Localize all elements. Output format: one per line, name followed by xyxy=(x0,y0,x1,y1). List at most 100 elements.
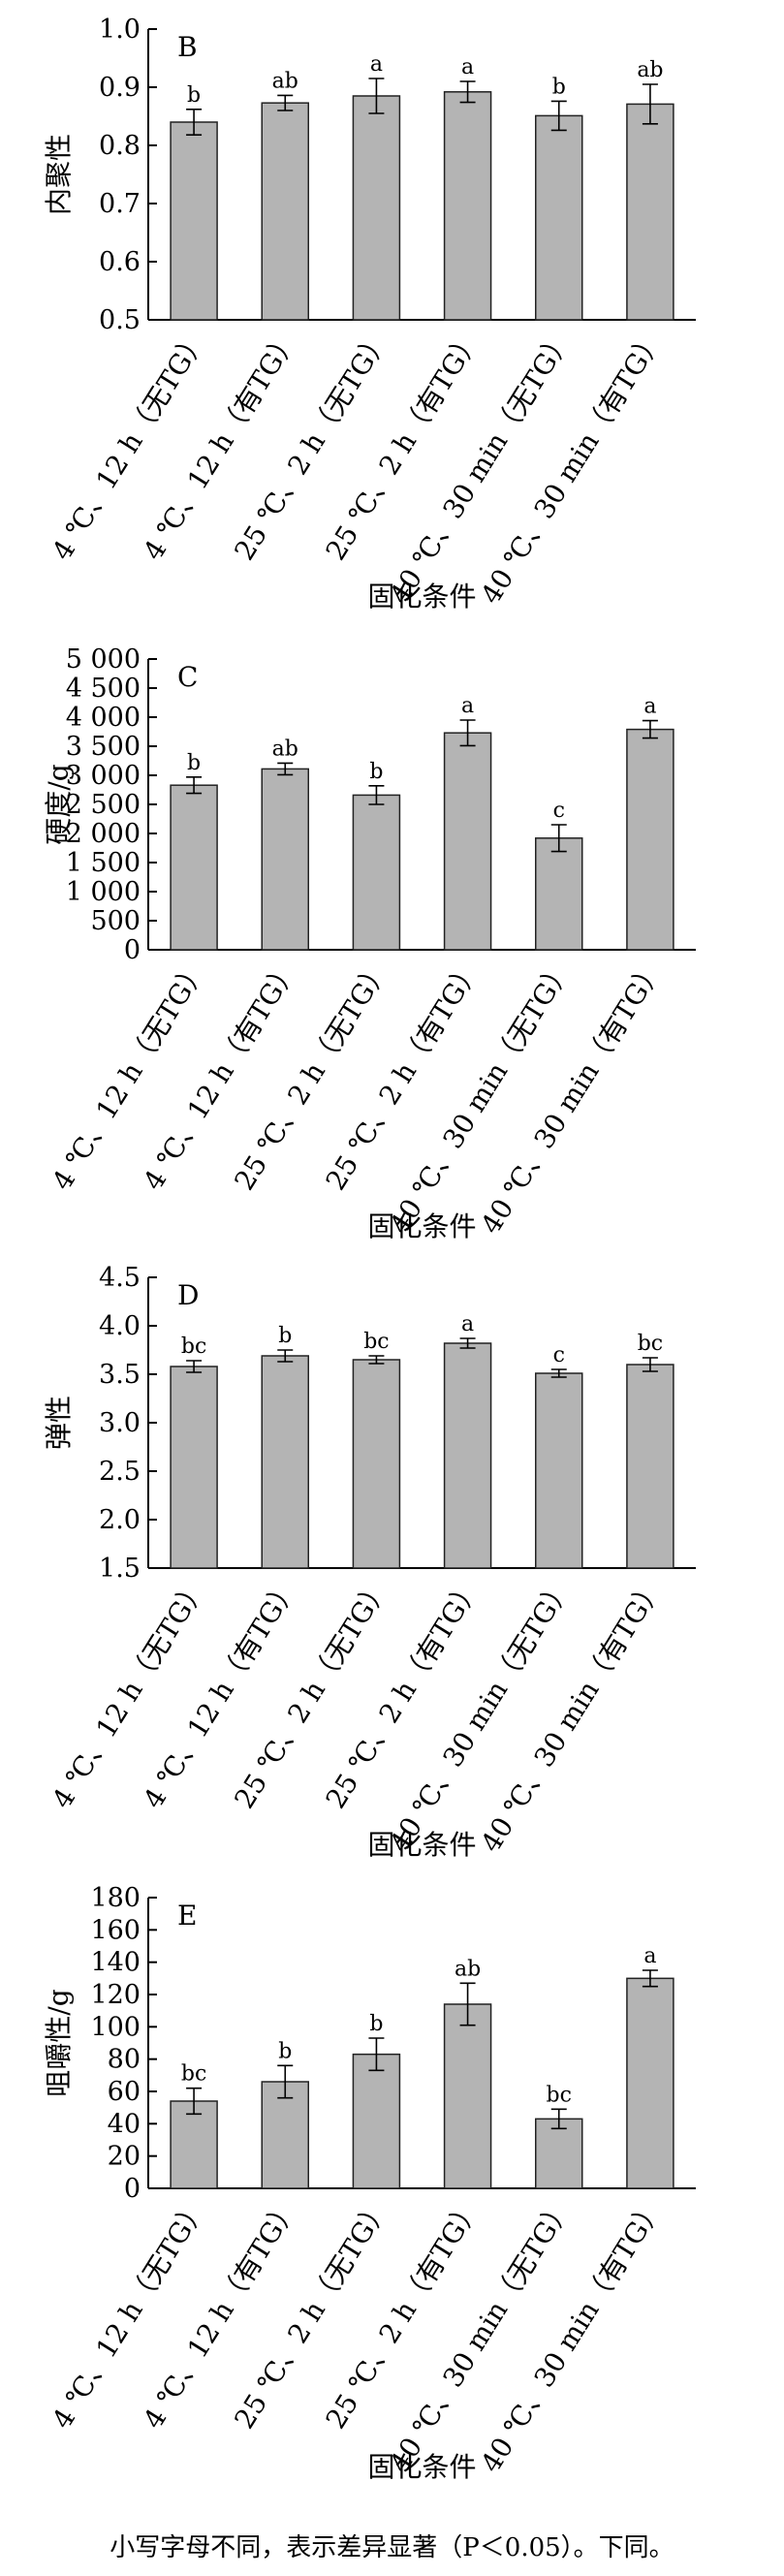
significance-letter: ab xyxy=(272,737,298,761)
panel-letter: E xyxy=(177,1900,197,1932)
category-label: 25 ℃、2 h（无TG） xyxy=(228,1572,395,1814)
bar xyxy=(170,1366,218,1569)
y-tick-label: 2 000 xyxy=(66,819,141,849)
significance-letter: ab xyxy=(637,58,663,82)
y-axis-label: 内聚性 xyxy=(43,134,75,215)
y-tick-label: 500 xyxy=(90,906,141,936)
bar xyxy=(535,837,583,951)
bar xyxy=(261,1355,309,1569)
significance-letter: b xyxy=(278,1324,292,1348)
panel-letter: C xyxy=(177,661,198,693)
significance-letter: b xyxy=(187,751,201,775)
category-label: 25 ℃、2 h（有TG） xyxy=(320,1572,487,1814)
y-tick-label: 4.5 xyxy=(99,1263,141,1293)
bar xyxy=(443,732,492,951)
significance-letter: a xyxy=(370,52,383,77)
x-axis-label: 固化条件 xyxy=(367,1210,476,1242)
significance-letter: bc xyxy=(547,2083,572,2107)
category-label: 25 ℃、2 h（无TG） xyxy=(228,954,395,1196)
y-tick-label: 4.0 xyxy=(99,1311,141,1341)
y-tick-label: 0.6 xyxy=(99,247,141,277)
significance-letter: b xyxy=(369,2012,383,2036)
significance-letter: ab xyxy=(455,1957,481,1981)
category-label: 25 ℃、2 h（有TG） xyxy=(320,2192,487,2435)
bar xyxy=(535,1372,583,1569)
category-label: 25 ℃、2 h（有TG） xyxy=(320,324,487,566)
significance-letter: a xyxy=(643,695,656,719)
bar xyxy=(535,2118,583,2189)
bar xyxy=(443,1342,492,1569)
y-tick-label: 0.5 xyxy=(99,305,141,335)
category-label: 25 ℃、2 h（无TG） xyxy=(228,324,395,566)
y-axis-label: 咀嚼性/g xyxy=(43,1989,75,2096)
y-tick-label: 3.5 xyxy=(99,1360,141,1390)
category-label: 4 ℃、12 h（有TG） xyxy=(137,324,304,566)
significance-letter: a xyxy=(461,1312,474,1336)
significance-letter: a xyxy=(643,1944,656,1968)
y-tick-label: 160 xyxy=(90,1915,141,1945)
bar xyxy=(261,2081,309,2189)
bar xyxy=(443,2003,492,2189)
y-tick-label: 3 500 xyxy=(66,732,141,762)
bar xyxy=(170,2100,218,2189)
y-tick-label: 1.0 xyxy=(99,15,141,45)
bar xyxy=(352,2053,401,2189)
bar xyxy=(626,1977,674,2189)
bar xyxy=(170,121,218,321)
y-tick-label: 0 xyxy=(124,2174,141,2204)
y-tick-label: 5 000 xyxy=(66,644,141,675)
significance-letter: ab xyxy=(272,69,298,93)
category-label: 4 ℃、12 h（无TG） xyxy=(46,954,213,1196)
significance-letter: bc xyxy=(638,1332,663,1356)
x-axis-label: 固化条件 xyxy=(367,1829,476,1861)
category-label: 4 ℃、12 h（有TG） xyxy=(137,2192,304,2435)
category-label: 40 ℃、30 min（无TG） xyxy=(383,324,578,610)
panel-letter: B xyxy=(177,31,198,63)
y-tick-label: 1 000 xyxy=(66,877,141,907)
bar xyxy=(443,91,492,321)
bar xyxy=(626,103,674,321)
bar xyxy=(352,95,401,321)
y-tick-label: 80 xyxy=(108,2045,141,2075)
y-tick-label: 140 xyxy=(90,1948,141,1978)
y-tick-label: 2 500 xyxy=(66,790,141,820)
bar xyxy=(352,1359,401,1569)
bar xyxy=(261,768,309,951)
category-label: 40 ℃、30 min（有TG） xyxy=(475,324,670,610)
significance-letter: bc xyxy=(363,1330,389,1354)
y-tick-label: 40 xyxy=(108,2109,141,2139)
category-label: 4 ℃、12 h（无TG） xyxy=(46,2192,213,2435)
significance-letter: bc xyxy=(181,2062,206,2087)
category-label: 4 ℃、12 h（无TG） xyxy=(46,324,213,566)
bar xyxy=(535,114,583,321)
significance-letter: a xyxy=(461,694,474,718)
category-label: 40 ℃、30 min（有TG） xyxy=(475,1572,670,1858)
y-tick-label: 60 xyxy=(108,2077,141,2107)
y-tick-label: 3 000 xyxy=(66,761,141,791)
y-tick-label: 100 xyxy=(90,2012,141,2042)
significance-letter: c xyxy=(553,1343,565,1367)
category-label: 40 ℃、30 min（有TG） xyxy=(475,2192,670,2478)
bar xyxy=(626,1364,674,1569)
y-tick-label: 4 500 xyxy=(66,674,141,704)
significance-letter: b xyxy=(552,75,566,99)
category-label: 40 ℃、30 min（有TG） xyxy=(475,954,670,1240)
x-axis-label: 固化条件 xyxy=(367,2451,476,2483)
category-label: 4 ℃、12 h（有TG） xyxy=(137,954,304,1196)
y-tick-label: 0.7 xyxy=(99,189,141,219)
category-label: 4 ℃、12 h（有TG） xyxy=(137,1572,304,1814)
significance-letter: b xyxy=(187,83,201,108)
significance-letter: a xyxy=(461,55,474,79)
x-axis-label: 固化条件 xyxy=(367,581,476,613)
y-tick-label: 0.8 xyxy=(99,131,141,161)
y-axis-label: 硬度/g xyxy=(43,764,75,844)
category-label: 40 ℃、30 min（无TG） xyxy=(383,2192,578,2478)
category-label: 4 ℃、12 h（无TG） xyxy=(46,1572,213,1814)
y-tick-label: 0.9 xyxy=(99,73,141,103)
significance-letter: c xyxy=(553,799,565,823)
